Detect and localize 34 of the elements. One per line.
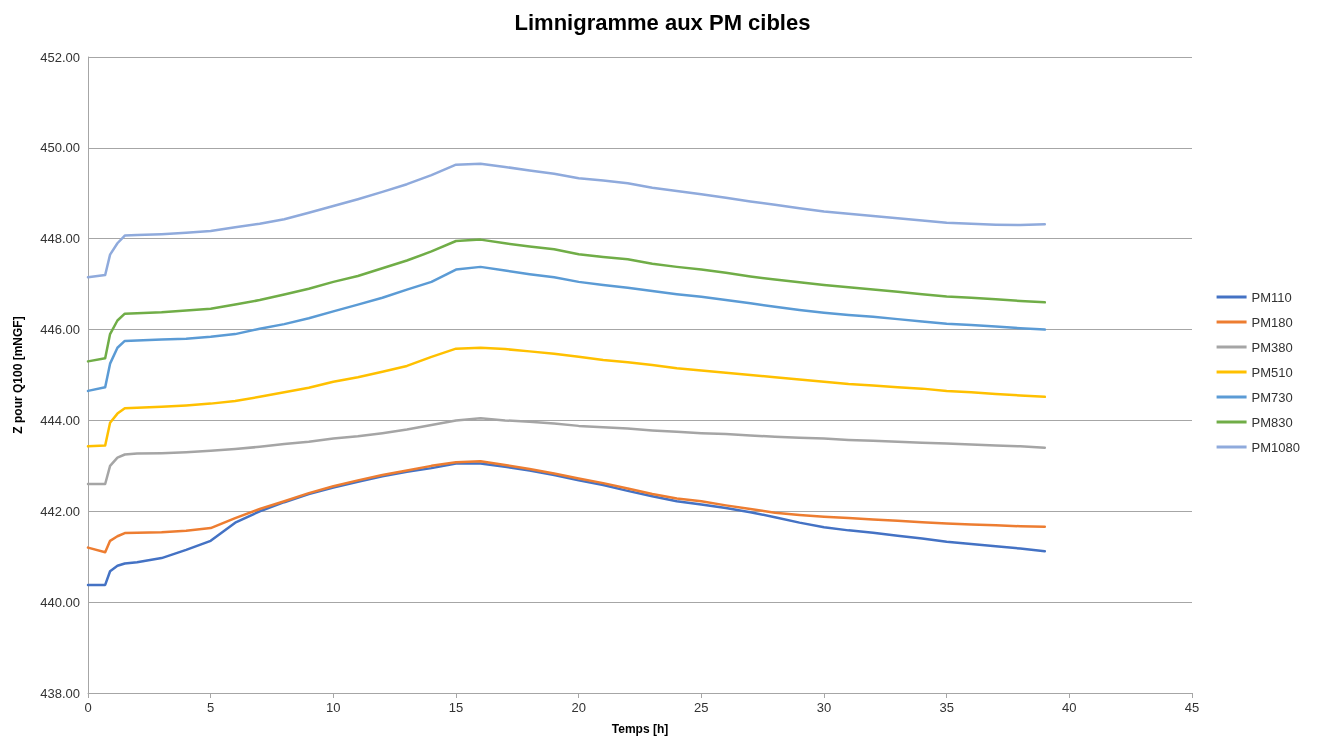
x-tick-label: 10 <box>326 700 341 715</box>
chart-title: Limnigramme aux PM cibles <box>514 9 811 35</box>
y-tick-label: 444.00 <box>40 412 80 428</box>
line-series <box>86 462 1047 587</box>
y-tick-label: 450.00 <box>40 140 80 156</box>
x-tick-label: 40 <box>1062 700 1077 715</box>
legend-label: PM180 <box>1251 314 1293 330</box>
x-tick-label: 0 <box>84 700 92 715</box>
x-axis-title: Temps [h] <box>611 722 669 736</box>
x-tick-label: 5 <box>207 700 215 715</box>
y-tick-label: 440.00 <box>40 594 80 610</box>
line-series <box>86 162 1047 279</box>
y-tick-label: 446.00 <box>40 322 80 338</box>
line-series <box>86 460 1047 554</box>
x-tick-label: 25 <box>694 700 709 715</box>
y-tick-label: 442.00 <box>40 503 80 519</box>
y-tick-label: 438.00 <box>40 685 80 701</box>
y-tick-label: 448.00 <box>40 231 80 247</box>
x-tick-label: 45 <box>1184 700 1200 715</box>
legend-label: PM110 <box>1251 289 1292 305</box>
legend-label: PM1080 <box>1251 439 1300 455</box>
x-tick-label: 30 <box>816 700 832 715</box>
x-tick-label: 15 <box>448 700 464 715</box>
legend-label: PM510 <box>1251 364 1293 380</box>
x-tick-label: 35 <box>939 700 954 715</box>
line-series <box>86 265 1047 393</box>
y-axis-title: Z pour Q100 [mNGF] <box>11 316 25 434</box>
legend-label: PM380 <box>1251 339 1293 355</box>
line-series <box>86 346 1047 448</box>
legend-label: PM830 <box>1251 414 1293 430</box>
x-tick-label: 20 <box>571 700 586 715</box>
line-series <box>86 238 1047 363</box>
y-tick-label: 452.00 <box>40 49 80 65</box>
legend-label: PM730 <box>1251 389 1293 405</box>
